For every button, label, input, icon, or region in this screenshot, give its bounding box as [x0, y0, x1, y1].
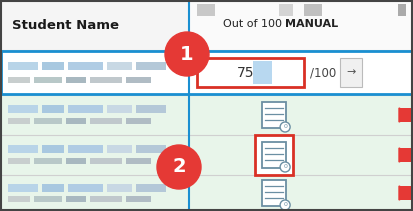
- Bar: [262, 142, 286, 168]
- Bar: [304, 4, 322, 16]
- Bar: [0, 0, 189, 50]
- Bar: [8, 196, 30, 202]
- Bar: [279, 4, 293, 16]
- Text: MANUAL: MANUAL: [285, 19, 338, 29]
- Bar: [8, 118, 30, 124]
- Bar: [399, 108, 413, 122]
- Bar: [0, 50, 413, 95]
- Bar: [126, 77, 151, 83]
- Bar: [262, 180, 286, 206]
- Bar: [136, 62, 166, 70]
- Bar: [136, 105, 166, 113]
- Bar: [8, 158, 30, 164]
- Bar: [90, 118, 122, 124]
- Text: 0: 0: [283, 203, 287, 207]
- Bar: [262, 102, 286, 128]
- Bar: [34, 77, 62, 83]
- Text: Out of 100: Out of 100: [223, 19, 285, 29]
- Bar: [1, 51, 412, 94]
- Bar: [107, 184, 132, 192]
- Bar: [136, 145, 166, 153]
- Bar: [90, 77, 122, 83]
- Bar: [0, 135, 413, 175]
- Bar: [66, 196, 86, 202]
- Bar: [398, 4, 406, 16]
- Text: 0: 0: [283, 124, 287, 130]
- Bar: [126, 196, 151, 202]
- Circle shape: [280, 122, 290, 132]
- Text: →: →: [347, 68, 356, 77]
- Circle shape: [157, 145, 201, 189]
- Bar: [68, 184, 103, 192]
- Text: 75: 75: [236, 65, 254, 80]
- Circle shape: [280, 200, 290, 210]
- Polygon shape: [399, 186, 413, 200]
- Text: 2: 2: [172, 157, 186, 176]
- Bar: [0, 95, 413, 135]
- Bar: [68, 145, 103, 153]
- Bar: [197, 4, 215, 16]
- Bar: [107, 105, 132, 113]
- Bar: [126, 158, 151, 164]
- Bar: [107, 62, 132, 70]
- Bar: [399, 186, 413, 200]
- Bar: [136, 184, 166, 192]
- Circle shape: [165, 32, 209, 76]
- Bar: [340, 58, 362, 87]
- Bar: [42, 145, 64, 153]
- Bar: [399, 148, 413, 162]
- Bar: [189, 0, 413, 50]
- Bar: [8, 145, 38, 153]
- Polygon shape: [399, 108, 413, 122]
- Bar: [42, 105, 64, 113]
- Bar: [66, 118, 86, 124]
- Text: 0: 0: [283, 165, 287, 169]
- Bar: [34, 196, 62, 202]
- Text: Student Name: Student Name: [12, 19, 119, 31]
- Bar: [42, 62, 64, 70]
- Bar: [8, 62, 38, 70]
- Bar: [255, 135, 293, 175]
- Bar: [0, 175, 413, 211]
- Text: /100: /100: [310, 66, 336, 79]
- Bar: [68, 105, 103, 113]
- Bar: [42, 184, 64, 192]
- Bar: [8, 184, 38, 192]
- Bar: [107, 145, 132, 153]
- Bar: [66, 77, 86, 83]
- Bar: [126, 118, 151, 124]
- Bar: [253, 61, 272, 84]
- Bar: [197, 58, 304, 87]
- Bar: [90, 158, 122, 164]
- Bar: [68, 62, 103, 70]
- Circle shape: [280, 162, 290, 172]
- Bar: [8, 105, 38, 113]
- Bar: [34, 158, 62, 164]
- Bar: [8, 77, 30, 83]
- Bar: [90, 196, 122, 202]
- Text: 1: 1: [180, 45, 194, 64]
- Bar: [34, 118, 62, 124]
- Polygon shape: [399, 148, 413, 162]
- Bar: [66, 158, 86, 164]
